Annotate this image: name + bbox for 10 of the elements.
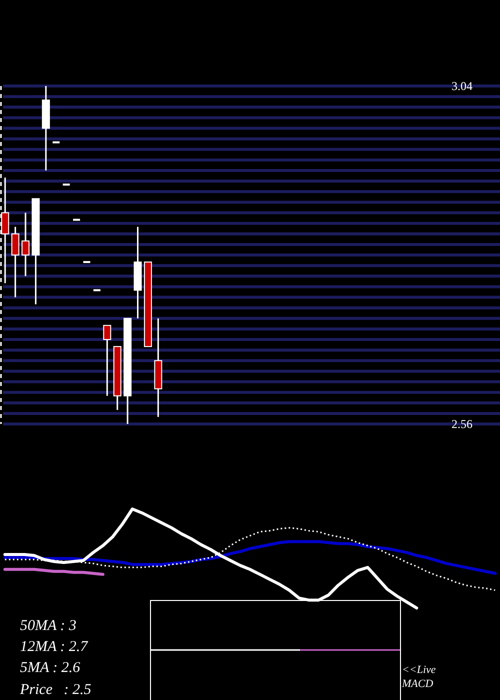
text: 50MA : 3 bbox=[20, 618, 76, 634]
y-tick-label: 2.56 bbox=[452, 417, 472, 432]
candlestick bbox=[103, 324, 112, 397]
text: 12MA : 2.7 bbox=[20, 639, 90, 655]
candlestick bbox=[11, 226, 20, 298]
text: <<Live MACD bbox=[401, 664, 436, 690]
candlestick bbox=[22, 212, 30, 277]
text: Price : 2.5 bbox=[19, 682, 92, 698]
y-tick-label: 3.04 bbox=[452, 79, 472, 94]
text: 5MA : 2.6 bbox=[20, 660, 81, 676]
